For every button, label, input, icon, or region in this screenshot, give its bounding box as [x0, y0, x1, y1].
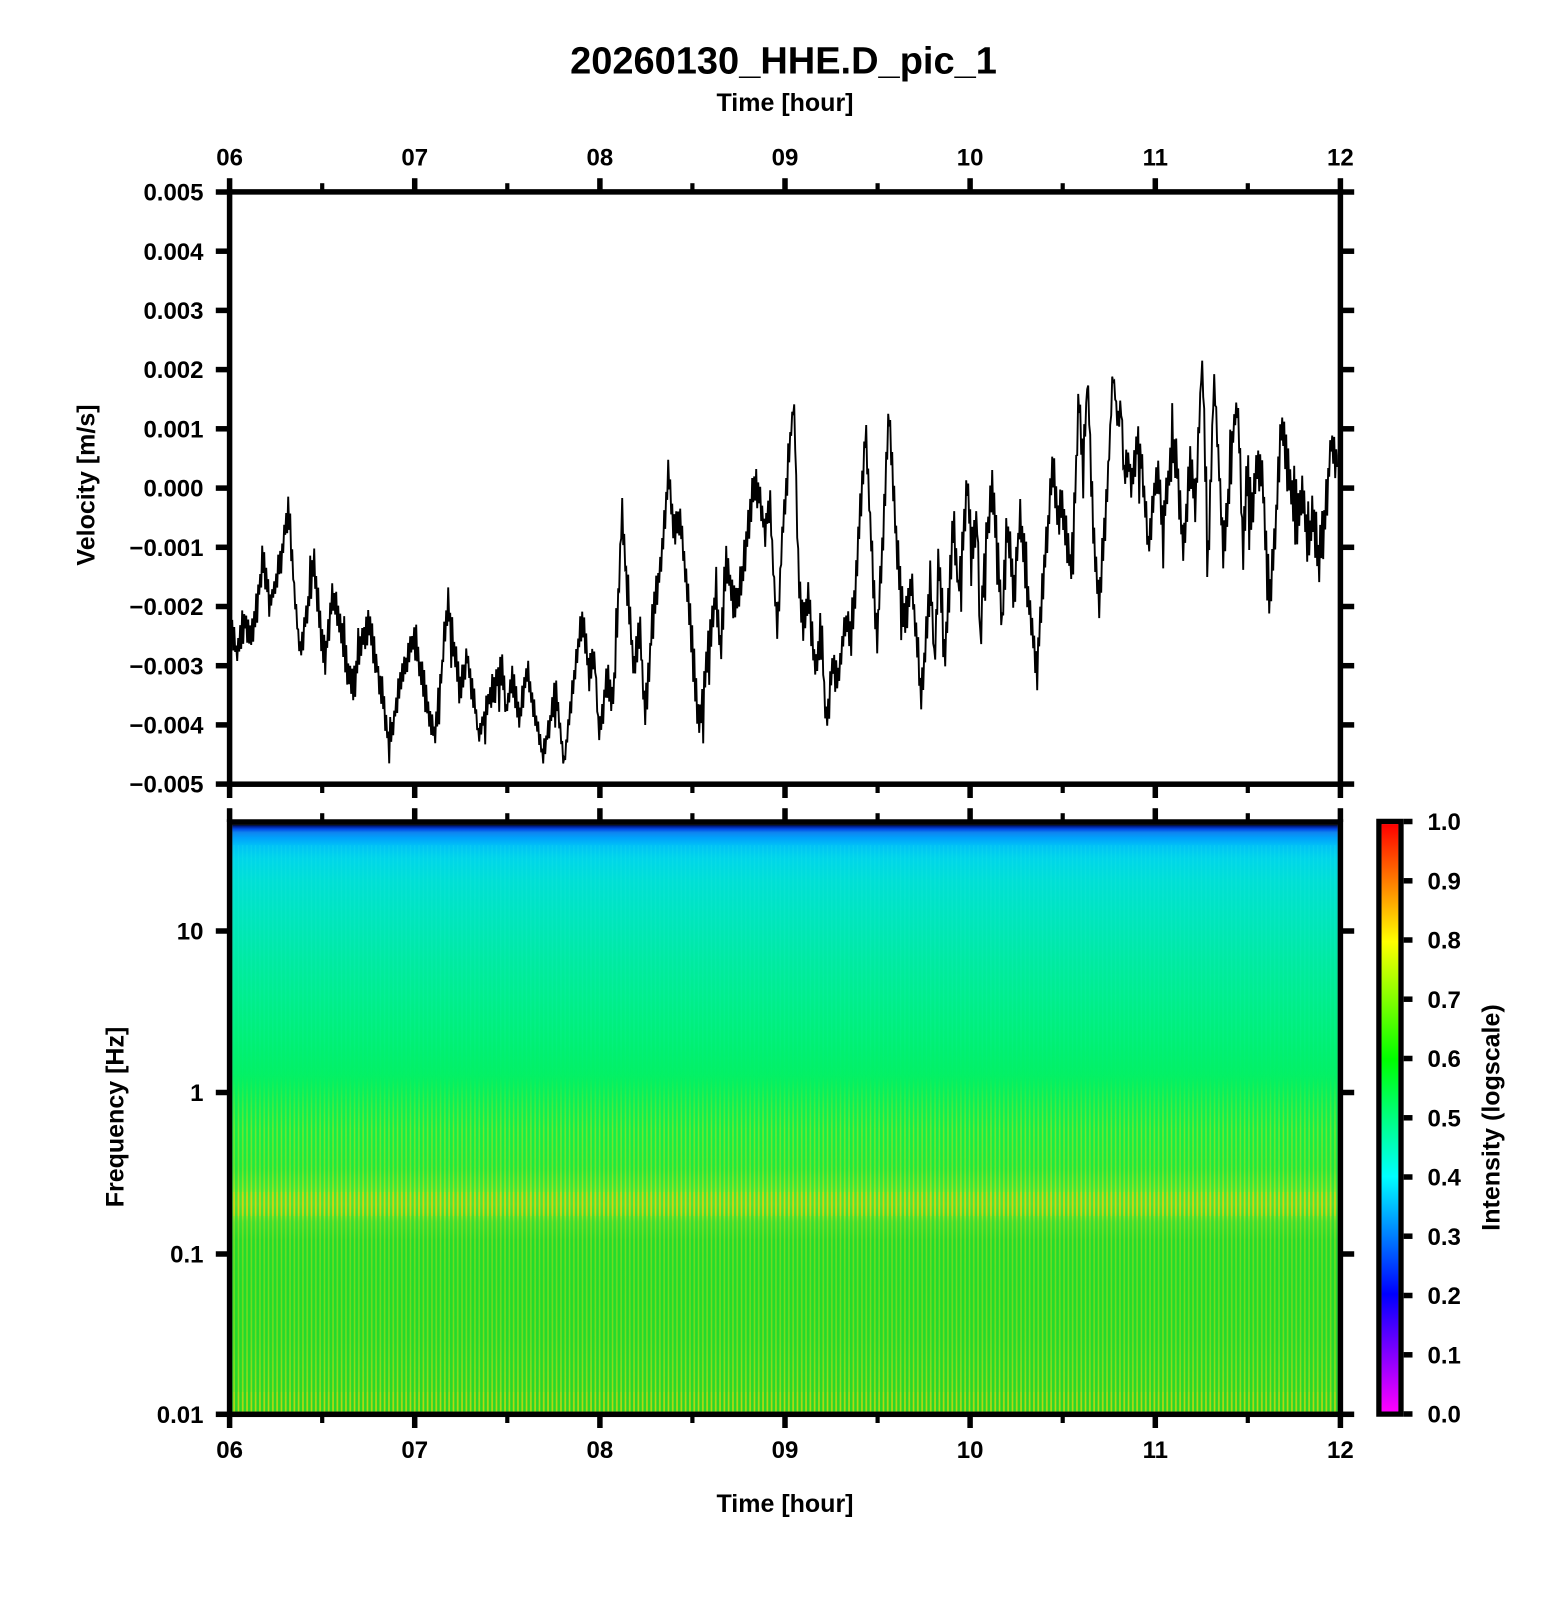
svg-text:Frequency [Hz]: Frequency [Hz] [102, 1027, 130, 1208]
svg-text:Intensity (logscale): Intensity (logscale) [1478, 1004, 1506, 1230]
svg-text:1: 1 [190, 1080, 203, 1107]
svg-text:07: 07 [401, 1437, 428, 1464]
svg-text:12: 12 [1327, 1437, 1354, 1464]
svg-text:0.005: 0.005 [143, 180, 203, 207]
svg-text:0.9: 0.9 [1428, 868, 1461, 895]
svg-text:0.01: 0.01 [157, 1402, 204, 1429]
svg-text:0.1: 0.1 [1428, 1342, 1461, 1369]
svg-text:11: 11 [1143, 145, 1168, 172]
svg-text:0.5: 0.5 [1428, 1105, 1461, 1132]
svg-text:11: 11 [1143, 1437, 1168, 1464]
svg-text:08: 08 [587, 145, 614, 172]
svg-text:Time [hour]: Time [hour] [716, 1490, 853, 1518]
svg-text:06: 06 [216, 145, 243, 172]
svg-text:0.002: 0.002 [143, 357, 203, 384]
svg-text:Velocity [m/s]: Velocity [m/s] [73, 404, 101, 565]
svg-text:0.2: 0.2 [1428, 1283, 1461, 1310]
svg-text:−0.005: −0.005 [129, 772, 203, 799]
svg-text:0.4: 0.4 [1428, 1165, 1462, 1192]
svg-text:08: 08 [587, 1437, 614, 1464]
svg-text:12: 12 [1327, 145, 1354, 172]
svg-text:0.7: 0.7 [1428, 987, 1461, 1014]
svg-text:0.000: 0.000 [143, 476, 203, 503]
svg-text:10: 10 [177, 919, 204, 946]
svg-text:09: 09 [772, 1437, 799, 1464]
svg-text:0.004: 0.004 [143, 239, 204, 266]
svg-text:09: 09 [772, 145, 799, 172]
svg-text:Time [hour]: Time [hour] [716, 89, 853, 117]
svg-text:−0.004: −0.004 [129, 713, 204, 740]
svg-text:0.8: 0.8 [1428, 928, 1461, 955]
svg-text:−0.002: −0.002 [129, 594, 203, 621]
svg-text:07: 07 [401, 145, 428, 172]
svg-text:0.0: 0.0 [1428, 1402, 1461, 1429]
svg-text:−0.003: −0.003 [129, 653, 203, 680]
svg-text:0.3: 0.3 [1428, 1224, 1461, 1251]
svg-text:−0.001: −0.001 [129, 535, 203, 562]
svg-text:0.1: 0.1 [170, 1242, 203, 1269]
svg-text:0.6: 0.6 [1428, 1046, 1461, 1073]
svg-text:10: 10 [957, 1437, 984, 1464]
svg-text:1.0: 1.0 [1428, 809, 1461, 836]
svg-text:0.003: 0.003 [143, 298, 203, 325]
svg-text:06: 06 [216, 1437, 243, 1464]
svg-text:20260130_HHE.D_pic_1: 20260130_HHE.D_pic_1 [570, 41, 997, 83]
svg-text:10: 10 [957, 145, 984, 172]
svg-text:0.001: 0.001 [143, 416, 203, 443]
